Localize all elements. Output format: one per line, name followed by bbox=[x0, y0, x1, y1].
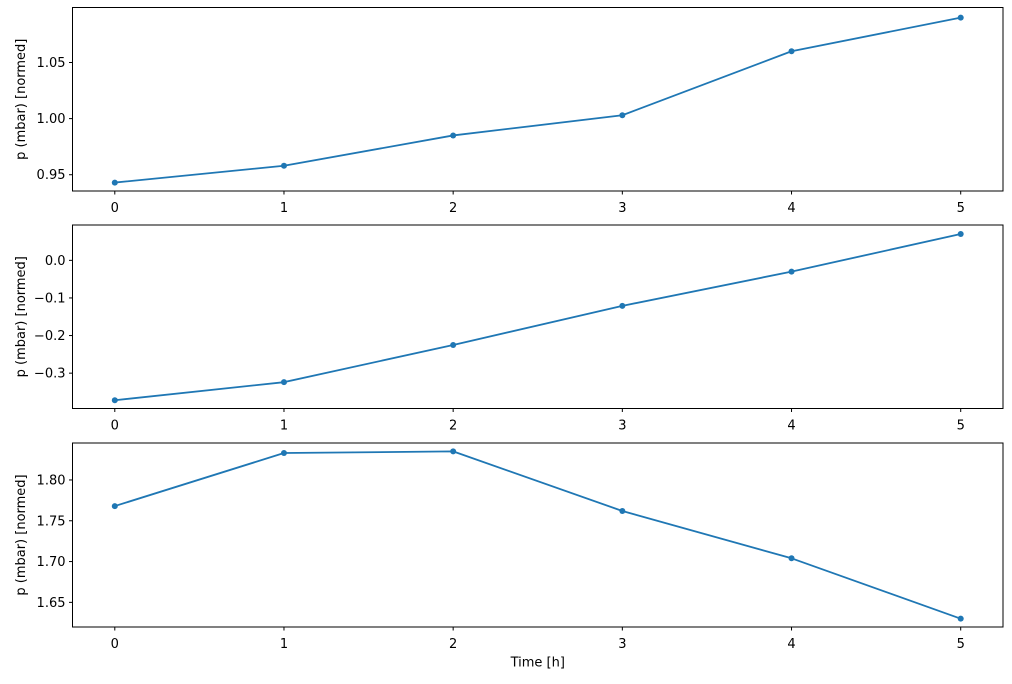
subplot-1: 0 1 2 3 4 5 0.95 1.00 1.05 p (mbar) [normed] bbox=[14, 7, 1004, 216]
x-tick-label: 3 bbox=[618, 201, 626, 216]
x-tick-label: 1 bbox=[280, 419, 288, 434]
y-tick-label: 1.75 bbox=[37, 514, 66, 529]
y-tick-label: −0.2 bbox=[34, 329, 66, 344]
data-point bbox=[619, 112, 626, 119]
x-tick-label: 3 bbox=[618, 637, 626, 652]
x-tick-label: 1 bbox=[280, 201, 288, 216]
x-tick-label: 2 bbox=[449, 637, 457, 652]
y-tick-label: 1.80 bbox=[37, 473, 66, 488]
x-tick-label: 5 bbox=[957, 637, 965, 652]
x-tick-label: 2 bbox=[449, 419, 457, 434]
data-point bbox=[450, 132, 457, 139]
y-axis-label: p (mbar) [normed] bbox=[14, 474, 29, 595]
data-point bbox=[111, 179, 118, 186]
y-tick-label: 1.00 bbox=[37, 112, 66, 127]
data-point bbox=[957, 231, 964, 238]
y-axis-label: p (mbar) [normed] bbox=[14, 256, 29, 377]
x-tick-label: 0 bbox=[111, 201, 119, 216]
x-tick-label: 4 bbox=[787, 419, 795, 434]
line-series bbox=[113, 16, 962, 184]
x-tick-label: 4 bbox=[787, 637, 795, 652]
line-series bbox=[113, 233, 962, 402]
x-tick-label: 0 bbox=[111, 637, 119, 652]
data-point bbox=[957, 14, 964, 21]
data-point bbox=[619, 507, 626, 514]
x-axis-label: Time [h] bbox=[510, 656, 565, 671]
x-tick-label: 5 bbox=[957, 419, 965, 434]
x-tick-label: 3 bbox=[618, 419, 626, 434]
y-tick-label: −0.3 bbox=[34, 367, 66, 382]
data-point bbox=[280, 162, 287, 169]
axes-border bbox=[72, 442, 1004, 628]
y-tick-label: 1.70 bbox=[37, 555, 66, 570]
data-point bbox=[280, 450, 287, 457]
axes-border bbox=[72, 7, 1004, 192]
data-point bbox=[111, 397, 118, 404]
data-point bbox=[111, 503, 118, 510]
data-point bbox=[450, 341, 457, 348]
data-point bbox=[788, 268, 795, 275]
subplot-3: 0 1 2 3 4 5 1.65 1.70 1.75 1.80 p (mbar) [normed] T… bbox=[14, 442, 1004, 671]
data-point bbox=[450, 448, 457, 455]
x-tick-label: 1 bbox=[280, 637, 288, 652]
x-tick-label: 2 bbox=[449, 201, 457, 216]
y-tick-label: 1.65 bbox=[37, 596, 66, 611]
x-tick-label: 4 bbox=[787, 201, 795, 216]
y-tick-label: 0.95 bbox=[37, 168, 66, 183]
data-point bbox=[619, 302, 626, 309]
y-tick-label: 0.0 bbox=[45, 254, 66, 269]
subplot-2: 0 1 2 3 4 5 −0.3 −0.2 −0.1 0.0 p (mbar) [normed] bbox=[14, 224, 1004, 434]
y-tick-label: 1.05 bbox=[37, 56, 66, 71]
axes-border bbox=[72, 224, 1004, 409]
data-point bbox=[957, 615, 964, 622]
data-point bbox=[788, 48, 795, 55]
data-point bbox=[788, 555, 795, 562]
y-tick-label: −0.1 bbox=[34, 291, 66, 306]
data-point bbox=[280, 379, 287, 386]
line-series bbox=[113, 450, 962, 620]
y-axis-label: p (mbar) [normed] bbox=[14, 39, 29, 160]
x-tick-label: 5 bbox=[957, 201, 965, 216]
x-tick-label: 0 bbox=[111, 419, 119, 434]
